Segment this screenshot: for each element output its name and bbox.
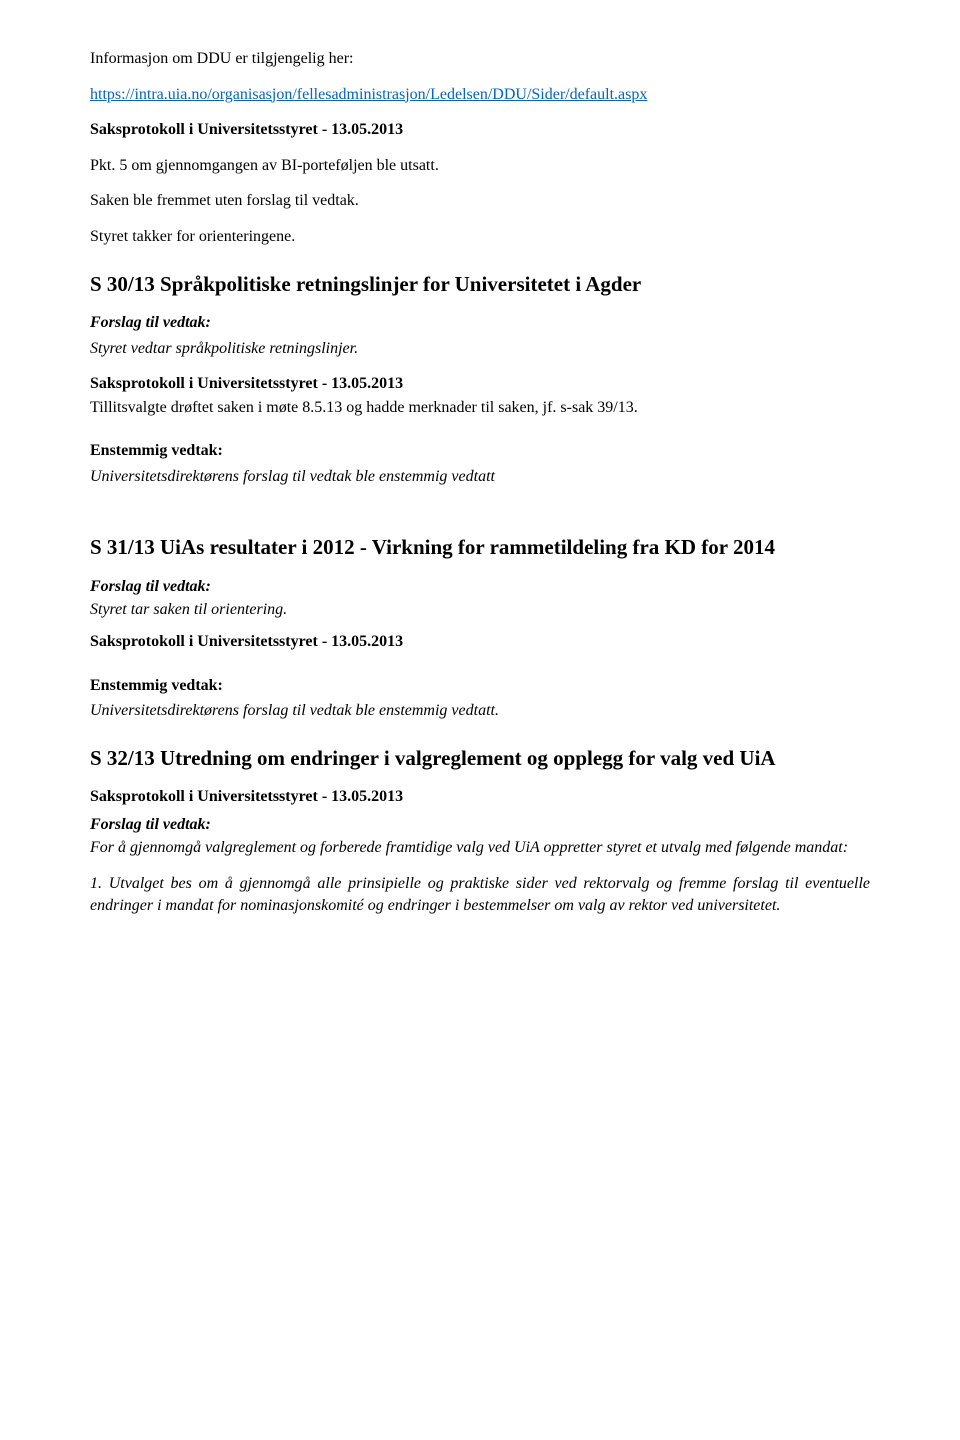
pkt-line: Pkt. 5 om gjennomgangen av BI-portefølje…	[90, 155, 870, 177]
s32-heading: S 32/13 Utredning om endringer i valgreg…	[90, 744, 870, 772]
s30-enstemmig-label: Enstemmig vedtak:	[90, 440, 870, 462]
intro-line: Informasjon om DDU er tilgjengelig her:	[90, 48, 870, 70]
s31-forslag-label: Forslag til vedtak:	[90, 576, 870, 598]
s31-forslag-body: Styret tar saken til orientering.	[90, 599, 870, 621]
protokoll-heading: Saksprotokoll i Universitetsstyret - 13.…	[90, 119, 870, 141]
s30-tillitsvalgte: Tillitsvalgte drøftet saken i møte 8.5.1…	[90, 397, 870, 419]
s32-forslag-body: For å gjennomgå valgreglement og forbere…	[90, 837, 870, 859]
s32-protokoll: Saksprotokoll i Universitetsstyret - 13.…	[90, 786, 870, 808]
s30-forslag-label: Forslag til vedtak:	[90, 312, 870, 334]
takker-line: Styret takker for orienteringene.	[90, 226, 870, 248]
s31-enstemmig-label: Enstemmig vedtak:	[90, 675, 870, 697]
intro-link-line: https://intra.uia.no/organisasjon/felles…	[90, 84, 870, 106]
s30-protokoll: Saksprotokoll i Universitetsstyret - 13.…	[90, 373, 870, 395]
s31-heading: S 31/13 UiAs resultater i 2012 - Virknin…	[90, 533, 870, 561]
s32-point-1: 1. Utvalget bes om å gjennomgå alle prin…	[90, 873, 870, 916]
s31-protokoll: Saksprotokoll i Universitetsstyret - 13.…	[90, 631, 870, 653]
fremmet-line: Saken ble fremmet uten forslag til vedta…	[90, 190, 870, 212]
s30-enstemmig-body: Universitetsdirektørens forslag til vedt…	[90, 466, 870, 488]
s30-heading: S 30/13 Språkpolitiske retningslinjer fo…	[90, 270, 870, 298]
document-page: Informasjon om DDU er tilgjengelig her: …	[0, 0, 960, 1440]
s31-enstemmig-body: Universitetsdirektørens forslag til vedt…	[90, 700, 870, 722]
s30-forslag-body: Styret vedtar språkpolitiske retningslin…	[90, 338, 870, 360]
ddu-link[interactable]: https://intra.uia.no/organisasjon/felles…	[90, 86, 647, 103]
s32-forslag-label: Forslag til vedtak:	[90, 814, 870, 836]
